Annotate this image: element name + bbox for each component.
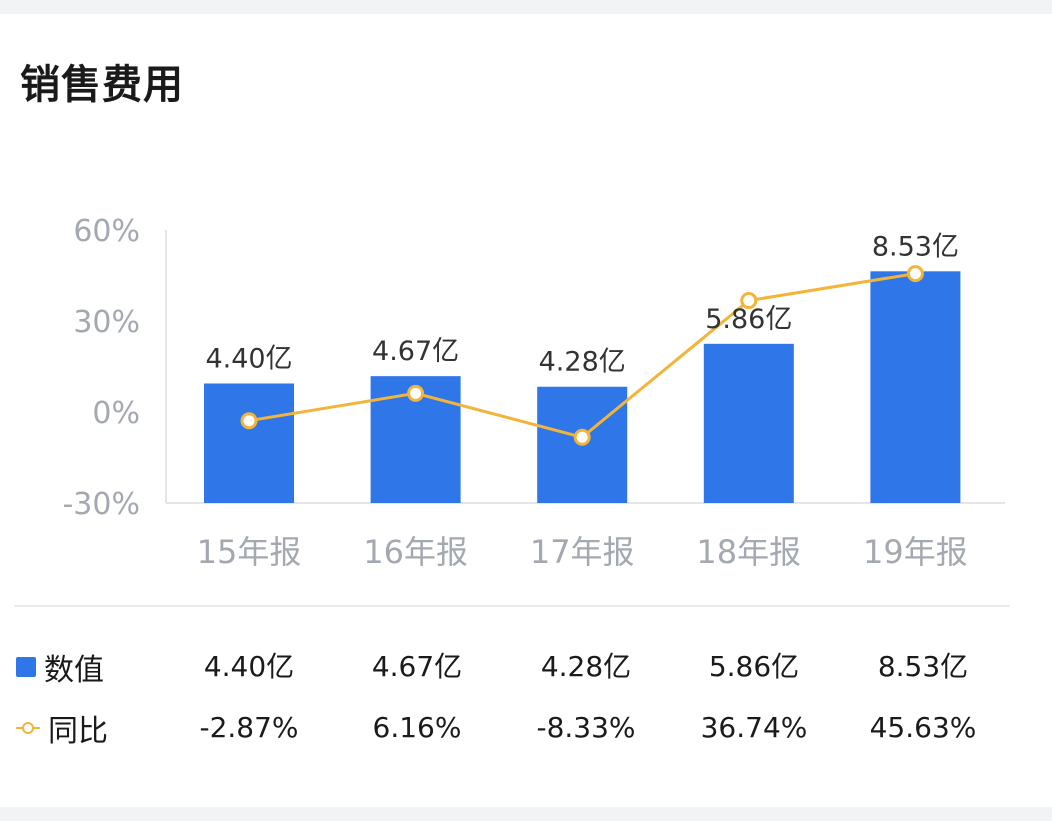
table-cell: 4.67亿 bbox=[371, 650, 463, 683]
x-tick-label: 15年报 bbox=[197, 533, 302, 571]
legend-item-values: 数值 bbox=[16, 645, 104, 689]
legend-label: 数值 bbox=[44, 653, 104, 688]
table-cell: -8.33% bbox=[536, 711, 636, 744]
line-legend-icon bbox=[16, 718, 40, 738]
bar-data-label: 4.40亿 bbox=[205, 343, 292, 374]
bar-data-label: 4.28亿 bbox=[539, 347, 626, 378]
line-point bbox=[740, 292, 758, 310]
line-point bbox=[240, 412, 258, 430]
bar bbox=[703, 343, 794, 503]
x-tick-label: 17年报 bbox=[530, 533, 635, 571]
bar-data-label: 4.67亿 bbox=[372, 336, 459, 367]
bar-data-label: 5.86亿 bbox=[705, 304, 792, 335]
legend-label: 同比 bbox=[48, 714, 108, 749]
legend-item-growth: 同比 bbox=[16, 706, 108, 750]
line-point bbox=[407, 384, 425, 402]
x-tick-label: 19年报 bbox=[863, 533, 968, 571]
table-cell: 4.28亿 bbox=[540, 650, 632, 683]
table-row-values: 数值 4.40亿 4.67亿 4.28亿 5.86亿 8.53亿 bbox=[0, 645, 1052, 689]
table-cell: 6.16% bbox=[372, 711, 462, 744]
y-tick-label: 60% bbox=[73, 214, 140, 249]
bar-data-label: 8.53亿 bbox=[872, 231, 959, 262]
y-tick-label: 0% bbox=[92, 396, 140, 431]
x-tick-label: 18年报 bbox=[696, 533, 801, 571]
chart-title: 销售费用 bbox=[20, 62, 184, 108]
table-cell: 36.74% bbox=[700, 711, 808, 744]
line-point bbox=[906, 265, 924, 283]
bar-legend-icon bbox=[16, 657, 36, 677]
table-cell: 8.53亿 bbox=[877, 650, 969, 683]
combo-chart: 60% 30% 0% -30% 15年报 16年报 17年报 18年报 19年报 4.40亿 4.6… bbox=[62, 214, 1005, 571]
table-row-growth: 同比 -2.87% 6.16% -8.33% 36.74% 45.63% bbox=[0, 706, 1052, 750]
y-tick-label: 30% bbox=[73, 305, 140, 340]
table-cell: 4.40亿 bbox=[203, 650, 295, 683]
table-cell: 5.86亿 bbox=[708, 650, 800, 683]
table-cell: 45.63% bbox=[869, 711, 977, 744]
x-tick-label: 16年报 bbox=[363, 533, 468, 571]
line-point bbox=[573, 428, 591, 446]
bar bbox=[204, 383, 294, 503]
bar bbox=[870, 271, 961, 503]
table-cell: -2.87% bbox=[199, 711, 299, 744]
bottom-strip bbox=[0, 807, 1052, 821]
divider bbox=[14, 605, 1010, 607]
y-tick-label: -30% bbox=[62, 487, 140, 522]
